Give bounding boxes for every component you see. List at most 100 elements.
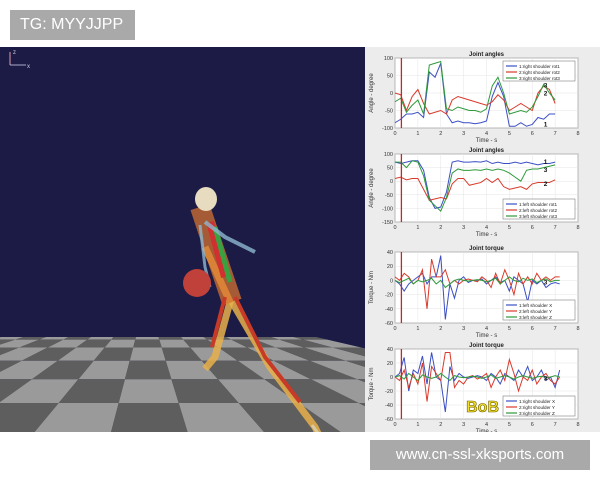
x-tick-label: 4 [485, 326, 488, 332]
x-tick-label: 2 [439, 422, 442, 428]
series-line-1 [394, 160, 556, 209]
legend-entry: 2:right shoulder rot2 [519, 70, 560, 75]
floor-tile [304, 347, 382, 361]
x-tick-label: 2 [439, 326, 442, 332]
x-tick-label: 7 [554, 422, 557, 428]
ball [183, 269, 211, 297]
floor-tile [181, 337, 208, 340]
legend-entry: 2:right shoulder Y [519, 405, 555, 410]
floor-tile [39, 337, 69, 340]
floor-tile [63, 337, 91, 340]
x-tick-label: 0 [393, 422, 396, 428]
curve-annotation: 2 [544, 90, 548, 97]
floor-tile [111, 402, 188, 432]
legend-box [502, 395, 576, 417]
legend-box [502, 299, 576, 321]
y-axis-label: Angle - degree [369, 73, 375, 113]
y-tick-label: -100 [382, 126, 393, 132]
floor-tile [0, 347, 20, 356]
x-tick-label: 3 [462, 225, 465, 231]
plots-panel: 0 1 2 3 4 5 6 7 8 -100 -50 0 50 100 Joint angles Time -… [365, 47, 600, 435]
series-line-2 [394, 258, 560, 309]
floor-tile [161, 347, 202, 361]
y-tick-label: 20 [387, 361, 393, 367]
y-tick-label: -150 [382, 220, 393, 226]
channel-tag: TG: MYYJJPP [10, 10, 135, 40]
floor-tile [201, 360, 265, 380]
series-line-2 [394, 85, 556, 115]
x-tick-label: 8 [576, 326, 579, 332]
floor-tile [78, 360, 130, 380]
y-tick-label: -40 [385, 403, 393, 409]
floor-tile [129, 347, 166, 361]
x-tick-label: 8 [576, 422, 579, 428]
floor-tile [0, 337, 24, 340]
y-tick-label: 50 [387, 74, 393, 80]
floor-tile [21, 347, 77, 361]
x-axis-label: Time - s [476, 138, 497, 144]
x-tick-label: 6 [531, 422, 534, 428]
y-tick-label: 100 [384, 56, 393, 62]
y-tick-label: -60 [385, 321, 393, 327]
x-tick-label: 3 [462, 131, 465, 137]
x-tick-label: 0 [393, 326, 396, 332]
simulation-viewport[interactable]: x z [0, 47, 600, 449]
x-tick-label: 3 [462, 422, 465, 428]
floor-tile [217, 379, 299, 403]
floor-tile [0, 402, 59, 432]
floor-tile [135, 337, 160, 340]
y-tick-label: 20 [387, 264, 393, 270]
x-tick-label: 2 [439, 131, 442, 137]
y-tick-label: 0 [390, 375, 393, 381]
series-line-3 [394, 372, 560, 382]
scene-svg: x z [0, 50, 600, 449]
floor-tile [118, 379, 179, 403]
curve-annotation: 1 [544, 122, 548, 129]
axis-triad-icon: x z [9, 50, 30, 70]
x-tick-label: 5 [508, 326, 511, 332]
floor-tile [158, 337, 184, 340]
x-tick-label: 5 [508, 422, 511, 428]
y-tick-label: 100 [384, 152, 393, 158]
y-tick-label: -100 [382, 206, 393, 212]
floor-tile [111, 337, 136, 340]
bob-logo: BoB [466, 399, 499, 416]
chart-title: Joint torque [469, 343, 504, 349]
floor-tile [58, 379, 125, 403]
curve-annotation: 3 [544, 167, 548, 174]
x-tick-label: 1 [416, 422, 419, 428]
floor-tile [303, 339, 362, 348]
axis-x-label: x [27, 64, 30, 70]
x-tick-label: 0 [393, 131, 396, 137]
series-line-2 [394, 352, 561, 402]
floor-tile [19, 339, 64, 348]
axis-z-label: z [13, 50, 16, 56]
curve-annotation: 3 [544, 375, 548, 382]
floor-tile [47, 339, 88, 348]
y-tick-label: -40 [385, 307, 393, 313]
x-tick-label: 4 [485, 422, 488, 428]
legend-box [502, 60, 576, 82]
x-tick-label: 8 [576, 131, 579, 137]
x-axis-label: Time - s [476, 333, 497, 339]
chart-title: Joint angles [469, 52, 505, 58]
x-tick-label: 4 [485, 225, 488, 231]
floor-tile [0, 339, 40, 348]
x-tick-label: 0 [393, 225, 396, 231]
y-tick-label: 0 [390, 179, 393, 185]
series-line-2 [394, 176, 556, 201]
x-tick-label: 8 [576, 225, 579, 231]
x-tick-label: 1 [416, 225, 419, 231]
series-line-3 [394, 60, 556, 115]
floor-tile [0, 347, 48, 361]
chart-3: 0 1 2 3 4 5 6 7 8 -60 -40 -20 0 20 40 Joint torque Time … [369, 246, 580, 339]
legend-entry: 1:right shoulder X [519, 399, 555, 404]
curve-annotation: 2 [544, 181, 548, 188]
series-line-1 [394, 63, 556, 127]
y-tick-label: -20 [385, 389, 393, 395]
floor-tile [124, 360, 172, 380]
floor-tile [0, 360, 58, 380]
legend-entry: 3:left shoulder rot3 [519, 214, 557, 219]
